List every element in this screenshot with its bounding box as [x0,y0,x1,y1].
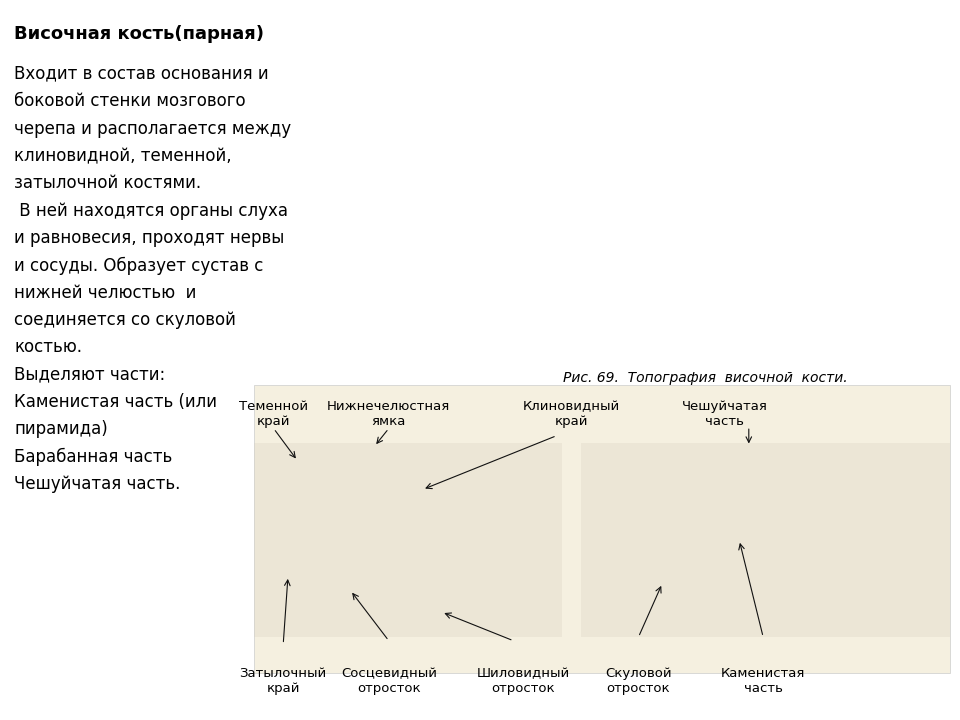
Text: Выделяют части:: Выделяют части: [14,366,166,384]
FancyBboxPatch shape [254,443,562,637]
Text: Барабанная часть: Барабанная часть [14,448,173,466]
Text: клиновидной, теменной,: клиновидной, теменной, [14,147,232,165]
Text: Сосцевидный
отросток: Сосцевидный отросток [341,667,437,696]
Text: соединяется со скуловой: соединяется со скуловой [14,311,236,329]
Text: Клиновидный
край: Клиновидный край [522,400,620,428]
Text: Теменной
край: Теменной край [239,400,308,428]
Text: Шиловидный
отросток: Шиловидный отросток [476,667,570,696]
Text: Чешуйчатая часть.: Чешуйчатая часть. [14,475,180,493]
Text: Чешуйчатая
часть: Чешуйчатая часть [682,400,768,428]
Text: пирамида): пирамида) [14,420,108,438]
Text: В ней находятся органы слуха: В ней находятся органы слуха [14,202,288,220]
Text: Рис. 69.  Топография  височной  кости.: Рис. 69. Топография височной кости. [564,371,848,384]
Text: черепа и располагается между: черепа и располагается между [14,120,292,138]
Text: Скуловой
отросток: Скуловой отросток [605,667,672,696]
Text: Входит в состав основания и: Входит в состав основания и [14,65,269,83]
Text: Височная кость(парная): Височная кость(парная) [14,25,264,43]
FancyBboxPatch shape [254,385,950,673]
Text: костью.: костью. [14,338,83,356]
Text: и сосуды. Образует сустав с: и сосуды. Образует сустав с [14,256,264,274]
FancyBboxPatch shape [480,22,941,360]
FancyBboxPatch shape [581,443,950,637]
Text: Нижнечелюстная
ямка: Нижнечелюстная ямка [327,400,450,428]
Text: Каменистая часть (или: Каменистая часть (или [14,393,217,411]
Text: затылочной костями.: затылочной костями. [14,174,202,192]
Text: и равновесия, проходят нервы: и равновесия, проходят нервы [14,229,285,247]
Text: нижней челюстью  и: нижней челюстью и [14,284,197,302]
Text: боковой стенки мозгового: боковой стенки мозгового [14,92,246,110]
Text: Затылочный
край: Затылочный край [240,667,326,696]
Text: Каменистая
часть: Каменистая часть [721,667,805,696]
